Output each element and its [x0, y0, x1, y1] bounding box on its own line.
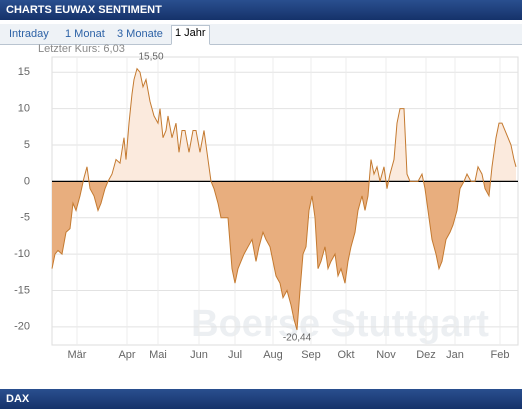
y-tick-label: -5 — [20, 212, 30, 224]
y-tick-label: 10 — [18, 103, 30, 115]
tab[interactable]: 3 Monate — [117, 28, 163, 40]
x-tick-label: Apr — [118, 349, 135, 361]
footer-bar: DAX — [0, 389, 522, 409]
x-tick-label: Sep — [301, 349, 321, 361]
x-tick-label: Dez — [416, 349, 436, 361]
y-tick-label: -10 — [14, 248, 30, 260]
x-tick-label: Jan — [446, 349, 464, 361]
chart: Boerse Stuttgart -20 -15 -10 -5 0 5 10 15 Mär Apr M… — [14, 51, 519, 361]
tab-bar: Intraday 1 Monat 3 Monate 1 Jahr — [0, 24, 522, 45]
x-tick-label: Aug — [263, 349, 283, 361]
annotation: -20,44 — [283, 333, 312, 344]
x-tick-label: Jun — [190, 349, 208, 361]
last-price: Letzter Kurs: 6,03 — [38, 43, 125, 55]
tab[interactable]: 1 Jahr — [171, 25, 210, 45]
tab[interactable]: 1 Monat — [65, 28, 105, 40]
area-positive — [83, 68, 516, 182]
x-tick-label: Feb — [491, 349, 510, 361]
area-negative — [52, 181, 516, 331]
y-tick-label: -20 — [14, 321, 30, 333]
x-tick-label: Nov — [376, 349, 396, 361]
x-tick-label: Mai — [149, 349, 167, 361]
tab[interactable]: Intraday — [9, 28, 49, 40]
y-tick-label: 15 — [18, 66, 30, 78]
x-tick-label: Jul — [228, 349, 242, 361]
y-tick-label: -15 — [14, 284, 30, 296]
header-bar: CHARTS EUWAX SENTIMENT — [0, 0, 522, 20]
annotation: 15,50 — [138, 51, 163, 62]
watermark: Boerse Stuttgart — [191, 303, 489, 345]
x-tick-label: Mär — [68, 349, 87, 361]
x-tick-label: Okt — [337, 349, 354, 361]
line — [51, 67, 517, 331]
y-tick-label: 5 — [24, 139, 30, 151]
y-tick-label: 0 — [24, 175, 30, 187]
